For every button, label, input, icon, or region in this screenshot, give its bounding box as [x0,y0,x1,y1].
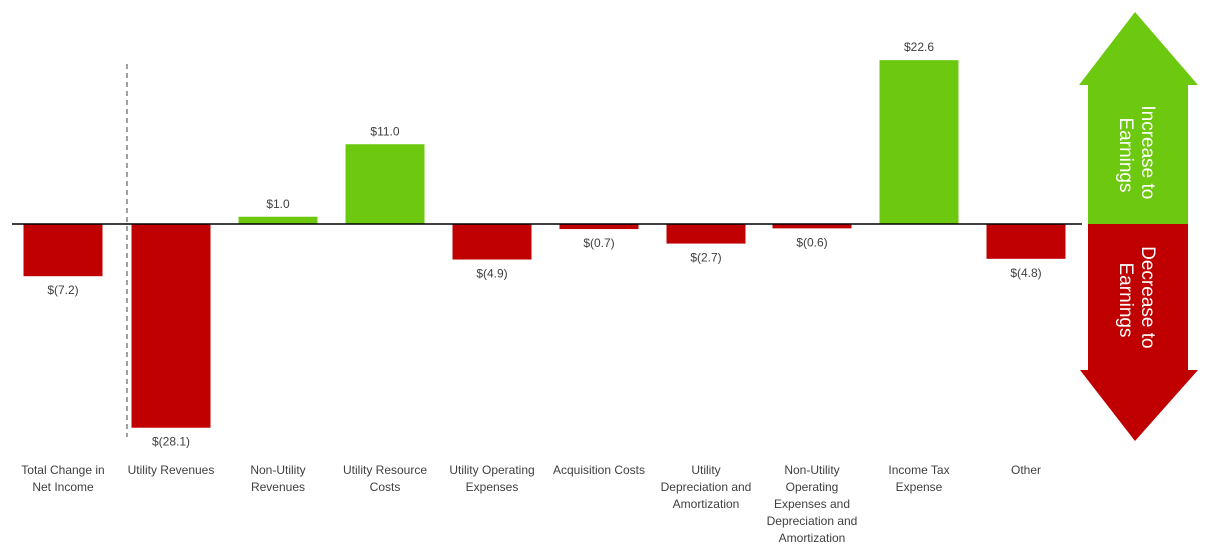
bar [345,144,425,224]
category-label-line: Non-Utility [784,463,839,477]
category-label: Utility Depreciation and Amortization [661,463,752,511]
category-label-line: Net Income [32,480,94,494]
bars-layer [23,60,1066,428]
category-label-line: Utility Operating [449,463,534,477]
category-labels-layer: Total Change in Net Income Utility Revenue… [21,463,1041,544]
category-label: Utility Revenues [128,463,215,477]
up-arrow-icon [1079,12,1198,224]
bar [23,224,103,277]
decrease-arrow-line-2: Earnings [1115,263,1136,338]
category-label: Acquisition Costs [553,463,645,477]
category-label-line: Costs [370,480,401,494]
bar [879,60,959,225]
data-label: $22.6 [904,40,934,54]
category-label-line: Acquisition Costs [553,463,645,477]
decrease-arrow: Decrease to Earnings [1080,224,1198,441]
category-label: Non-Utility Operating Expenses and Deprecia… [767,463,858,544]
decrease-arrow-label: Decrease to Earnings [1115,246,1158,354]
category-label: Utility Resource Costs [343,463,427,494]
data-label: $(4.9) [476,267,507,281]
category-label-line: Utility Resource [343,463,427,477]
increase-arrow: Increase to Earnings [1079,12,1198,224]
category-label-line: Expenses and [774,497,850,511]
increase-arrow-line-1: Increase to [1137,105,1158,199]
category-label-line: Depreciation and [661,480,752,494]
data-label: $(0.6) [796,235,827,249]
increase-arrow-line-2: Earnings [1115,118,1136,193]
decrease-arrow-line-1: Decrease to [1137,246,1158,348]
category-label-line: Total Change in [21,463,104,477]
category-label-line: Amortization [779,531,846,544]
category-label-line: Other [1011,463,1041,477]
bar [452,224,532,260]
data-label: $11.0 [370,124,399,138]
category-label-line: Operating [786,480,839,494]
category-label-line: Amortization [673,497,740,511]
bar [559,224,639,230]
category-label-line: Income Tax [888,463,949,477]
data-label: $(2.7) [690,251,721,265]
increase-arrow-label: Increase to Earnings [1115,105,1158,204]
data-label: $1.0 [266,197,290,211]
bar [666,224,746,244]
category-label: Total Change in Net Income [21,463,104,494]
category-label: Non-Utility Revenues [250,463,305,494]
category-label-line: Expense [896,480,943,494]
value-labels-layer: $(7.2) $(28.1) $1.0 $11.0 $(4.9) $(0.7) $(2.7)… [47,40,1041,449]
bar [986,224,1066,259]
category-label-line: Non-Utility [250,463,305,477]
bar [131,224,211,428]
category-label: Utility Operating Expenses [449,463,534,494]
data-label: $(7.2) [47,283,78,297]
bar [238,216,318,224]
data-label: $(4.8) [1010,266,1041,280]
category-label-line: Utility Revenues [128,463,215,477]
data-label: $(28.1) [152,435,190,449]
category-label-line: Expenses [466,480,519,494]
category-label-line: Depreciation and [767,514,858,528]
data-label: $(0.7) [583,236,614,250]
category-label-line: Revenues [251,480,305,494]
down-arrow-icon [1080,224,1198,441]
category-label: Other [1011,463,1041,477]
category-label-line: Utility [691,463,720,477]
category-label: Income Tax Expense [888,463,949,494]
bar [772,224,852,229]
